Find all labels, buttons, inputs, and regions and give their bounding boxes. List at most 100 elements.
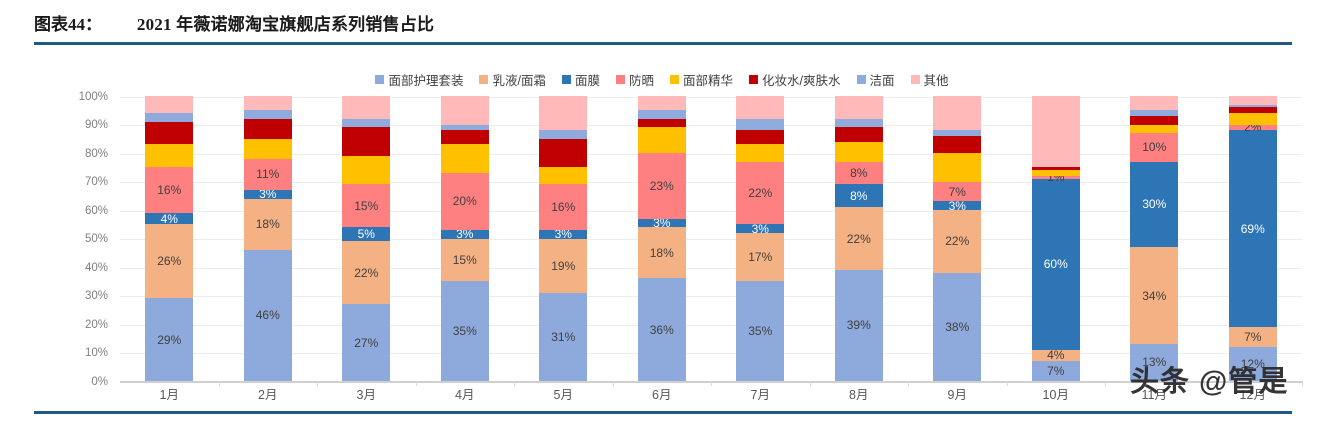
bar-segment[interactable] <box>736 96 785 119</box>
bar-segment[interactable] <box>736 130 785 145</box>
bar-column[interactable]: 27% 22% 5% 15% <box>317 96 416 381</box>
bar-segment[interactable]: 10% <box>1130 133 1179 162</box>
bar-segment[interactable] <box>440 124 489 131</box>
bar-segment[interactable]: 22% <box>834 207 883 270</box>
bar-segment[interactable]: 30% <box>1130 161 1179 248</box>
legend-item[interactable]: 防晒 <box>615 70 654 89</box>
legend-item[interactable]: 乳液/面霜 <box>479 70 546 89</box>
bar-segment[interactable] <box>243 118 292 139</box>
bar-segment[interactable] <box>933 96 982 131</box>
bar-column[interactable]: 7% 4% 60% 1% <box>1007 96 1106 381</box>
bar-segment[interactable]: 60% <box>1031 178 1080 350</box>
bar-segment[interactable] <box>1031 167 1080 171</box>
bar-segment[interactable] <box>1228 107 1277 114</box>
bar-segment[interactable]: 4% <box>1031 349 1080 361</box>
bar-segment[interactable] <box>1130 115 1179 125</box>
bar-segment[interactable]: 15% <box>440 238 489 282</box>
bar-segment[interactable]: 18% <box>637 227 686 279</box>
bar-segment[interactable]: 27% <box>342 304 391 381</box>
bar-segment[interactable] <box>145 144 194 168</box>
bar-segment[interactable]: 31% <box>539 292 588 381</box>
bar-segment[interactable] <box>637 127 686 154</box>
bar-segment[interactable]: 7% <box>933 181 982 202</box>
bar-segment[interactable]: 8% <box>834 161 883 185</box>
bar-segment[interactable]: 3% <box>736 223 785 235</box>
bar-segment[interactable]: 8% <box>834 184 883 208</box>
bar-segment[interactable] <box>243 96 292 111</box>
bar-segment[interactable] <box>539 96 588 131</box>
bar-column[interactable]: 35% 15% 3% 20% <box>416 96 515 381</box>
bar-column[interactable]: 36% 18% 3% 23% <box>613 96 712 381</box>
bar-segment[interactable] <box>637 96 686 111</box>
bar-segment[interactable]: 4% <box>145 213 194 225</box>
bar-segment[interactable]: 3% <box>440 228 489 240</box>
bar-segment[interactable]: 16% <box>145 167 194 213</box>
bar-segment[interactable] <box>1031 96 1080 168</box>
bar-segment[interactable]: 19% <box>539 238 588 293</box>
bar-segment[interactable]: 22% <box>342 241 391 305</box>
bar-segment[interactable]: 7% <box>1031 361 1080 381</box>
bar-segment[interactable] <box>637 118 686 128</box>
bar-segment[interactable] <box>145 113 194 122</box>
bar-segment[interactable] <box>834 127 883 142</box>
bar-segment[interactable] <box>933 130 982 136</box>
bar-segment[interactable]: 3% <box>539 228 588 240</box>
bar-segment[interactable] <box>834 118 883 128</box>
bar-segment[interactable] <box>342 127 391 156</box>
bar-segment[interactable] <box>440 130 489 145</box>
bar-segment[interactable]: 20% <box>440 172 489 230</box>
bar-segment[interactable] <box>736 144 785 162</box>
bar-segment[interactable] <box>933 153 982 182</box>
bar-segment[interactable]: 22% <box>933 210 982 273</box>
legend-item[interactable]: 面膜 <box>561 70 600 89</box>
bar-segment[interactable]: 1% <box>1031 171 1080 183</box>
bar-segment[interactable]: 22% <box>736 161 785 225</box>
bar-segment[interactable] <box>1228 113 1277 125</box>
bar-segment[interactable] <box>1130 96 1179 111</box>
bar-segment[interactable] <box>342 155 391 185</box>
bar-segment[interactable] <box>1228 96 1277 105</box>
bar-segment[interactable]: 2% <box>1228 121 1277 133</box>
bar-segment[interactable]: 39% <box>834 269 883 381</box>
legend-item[interactable]: 面部精华 <box>670 70 733 89</box>
bar-segment[interactable] <box>834 141 883 162</box>
bar-segment[interactable] <box>637 110 686 119</box>
bar-segment[interactable]: 34% <box>1130 247 1179 344</box>
bar-segment[interactable]: 11% <box>243 158 292 191</box>
bar-segment[interactable] <box>1031 170 1080 176</box>
bar-segment[interactable]: 29% <box>145 298 194 381</box>
legend-item[interactable]: 化妆水/爽肤水 <box>749 70 841 89</box>
bar-segment[interactable] <box>342 118 391 128</box>
bar-segment[interactable] <box>539 130 588 139</box>
bar-segment[interactable] <box>1228 104 1277 108</box>
bar-segment[interactable] <box>440 144 489 173</box>
bar-segment[interactable] <box>342 96 391 119</box>
bar-segment[interactable]: 18% <box>243 198 292 250</box>
bar-segment[interactable]: 3% <box>243 188 292 200</box>
bar-segment[interactable] <box>1130 124 1179 134</box>
bar-column[interactable]: 13% 34% 30% 10% <box>1105 96 1204 381</box>
bar-segment[interactable] <box>145 121 194 145</box>
bar-segment[interactable]: 36% <box>637 278 686 381</box>
bar-segment[interactable]: 35% <box>440 281 489 381</box>
bar-segment[interactable]: 15% <box>342 184 391 228</box>
bar-segment[interactable]: 46% <box>243 249 292 381</box>
bar-segment[interactable]: 3% <box>933 200 982 212</box>
bar-segment[interactable] <box>933 135 982 154</box>
bar-segment[interactable]: 5% <box>342 227 391 242</box>
bar-segment[interactable] <box>1130 110 1179 116</box>
bar-column[interactable]: 12% 7% 69% 2% <box>1204 96 1303 381</box>
bar-segment[interactable] <box>834 96 883 119</box>
bar-column[interactable]: 29% 26% 4% 16% <box>120 96 219 381</box>
bar-segment[interactable]: 7% <box>1228 326 1277 347</box>
bar-segment[interactable]: 38% <box>933 272 982 381</box>
bar-segment[interactable]: 69% <box>1228 130 1277 327</box>
bar-column[interactable]: 39% 22% 8% 8% <box>810 96 909 381</box>
legend-item[interactable]: 其他 <box>910 70 949 89</box>
bar-column[interactable]: 35% 17% 3% 22% <box>711 96 810 381</box>
bar-segment[interactable] <box>539 138 588 168</box>
bar-segment[interactable]: 35% <box>736 281 785 381</box>
bar-segment[interactable]: 26% <box>145 224 194 299</box>
bar-column[interactable]: 31% 19% 3% 16% <box>514 96 613 381</box>
bar-segment[interactable]: 17% <box>736 232 785 282</box>
